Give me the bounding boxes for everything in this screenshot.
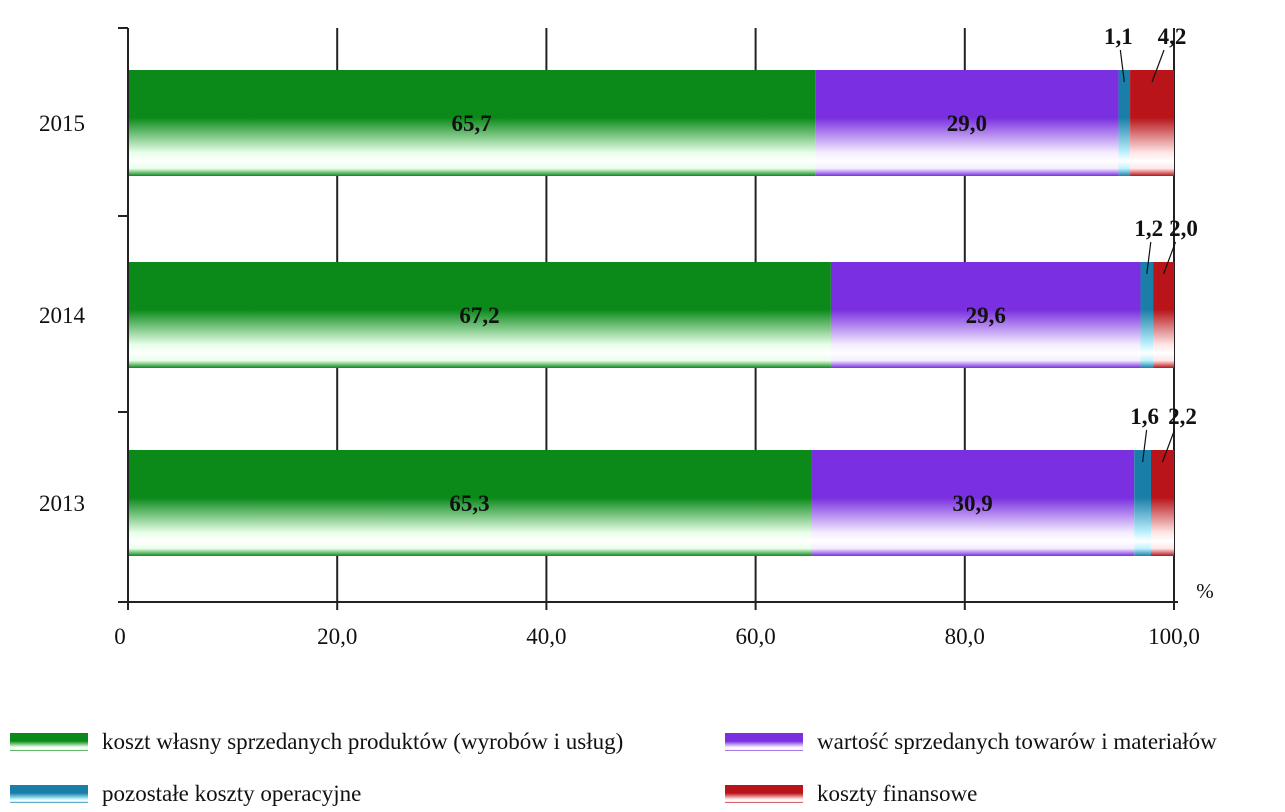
legend: koszt własny sprzedanych produktów (wyro… bbox=[10, 729, 1217, 806]
leader-line bbox=[1161, 429, 1176, 463]
data-label: 2,0 bbox=[1169, 216, 1198, 241]
axis-layer: 0 20,0 40,0 60,0 80,0 100,0% bbox=[114, 27, 1214, 649]
x-tick-label: 40,0 bbox=[526, 624, 566, 649]
bar-2015-koszty-finansowe bbox=[1130, 70, 1174, 176]
data-label: 67,2 bbox=[459, 303, 499, 328]
legend-swatch-koszty-finansowe bbox=[725, 785, 803, 803]
data-label: 65,3 bbox=[449, 491, 489, 516]
leader-line bbox=[1142, 429, 1148, 463]
bar-2013-wartosc-sprzedanych-towarow-i-materialow bbox=[811, 450, 1135, 556]
bar-2013-koszt-wlasny-sprzedanych-produktow-wyrob bbox=[128, 450, 812, 556]
leader-line bbox=[1119, 49, 1125, 83]
labels-layer: 2015 65,7 29,0 1,1 4,2 2014 67,2 29,6 1,2 2,0 2013… bbox=[39, 24, 1198, 516]
x-tick-label: 60,0 bbox=[735, 624, 775, 649]
data-label: 4,2 bbox=[1158, 24, 1187, 49]
category-label-2014: 2014 bbox=[39, 303, 86, 328]
category-label-2013: 2013 bbox=[39, 491, 85, 516]
bar-2015-koszt-wlasny-sprzedanych-produktow-wyrob bbox=[128, 70, 816, 176]
bar-2014-pozostale-koszty-operacyjne bbox=[1140, 262, 1154, 368]
bar-2013-pozostale-koszty-operacyjne bbox=[1134, 450, 1151, 556]
bar-2015-pozostale-koszty-operacyjne bbox=[1118, 70, 1131, 176]
legend-label: pozostałe koszty operacyjne bbox=[102, 781, 361, 806]
legend-label: koszt własny sprzedanych produktów (wyro… bbox=[102, 729, 623, 754]
legend-label: wartość sprzedanych towarów i materiałów bbox=[817, 729, 1217, 754]
legend-label: koszty finansowe bbox=[817, 781, 977, 806]
x-tick-label: 0 bbox=[114, 624, 126, 649]
leader-line bbox=[1146, 241, 1152, 275]
legend-swatch-pozostale-koszty-operacyjne bbox=[10, 785, 88, 803]
bar-2014-koszty-finansowe bbox=[1153, 262, 1174, 368]
bar-2014-koszt-wlasny-sprzedanych-produktow-wyrob bbox=[128, 262, 831, 368]
data-label: 1,6 bbox=[1130, 404, 1159, 429]
legend-swatch-wartosc-sprzedanych-towarow-i-materialow bbox=[725, 733, 803, 751]
x-tick-label: 20,0 bbox=[317, 624, 357, 649]
bar-2013-koszty-finansowe bbox=[1150, 450, 1174, 556]
data-label: 1,1 bbox=[1104, 24, 1133, 49]
x-tick-label: 80,0 bbox=[945, 624, 985, 649]
leader-line bbox=[1162, 241, 1177, 275]
x-tick-label: 100,0 bbox=[1148, 624, 1200, 649]
bar-2014-wartosc-sprzedanych-towarow-i-materialow bbox=[830, 262, 1141, 368]
data-label: 29,6 bbox=[966, 303, 1006, 328]
data-label: 29,0 bbox=[947, 111, 987, 136]
legend-swatch-koszt-wlasny-sprzedanych-produktow-wyrob bbox=[10, 733, 88, 751]
data-label: 65,7 bbox=[451, 111, 491, 136]
data-label: 30,9 bbox=[953, 491, 993, 516]
data-label: 2,2 bbox=[1168, 404, 1197, 429]
category-label-2015: 2015 bbox=[39, 111, 85, 136]
leader-line bbox=[1151, 49, 1165, 83]
x-unit-label: % bbox=[1196, 579, 1214, 603]
bars-layer bbox=[128, 70, 1174, 556]
bar-2015-wartosc-sprzedanych-towarow-i-materialow bbox=[815, 70, 1119, 176]
data-label: 1,2 bbox=[1134, 216, 1163, 241]
